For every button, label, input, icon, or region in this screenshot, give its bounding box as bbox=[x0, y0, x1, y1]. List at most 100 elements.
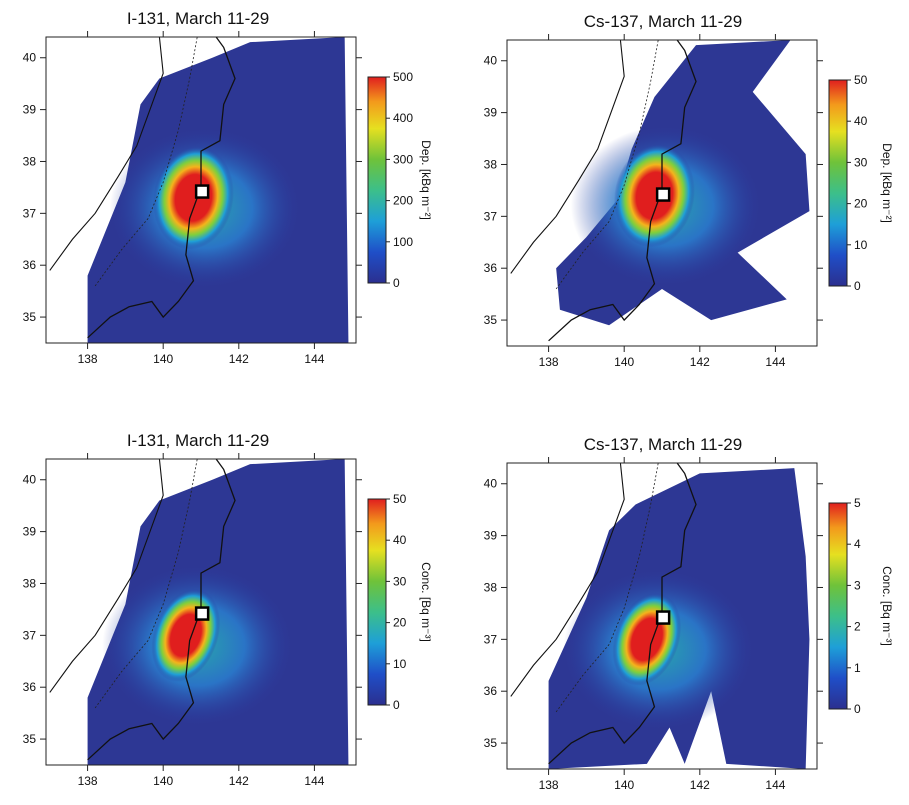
colorbar-tick-label: 200 bbox=[393, 194, 413, 208]
plume-core bbox=[614, 143, 695, 248]
source-marker bbox=[655, 187, 671, 202]
x-tick-label: 142 bbox=[690, 778, 710, 792]
x-tick-label: 140 bbox=[153, 352, 173, 366]
plot-frame bbox=[506, 39, 818, 347]
panel-i131-deposition: I-131, March 11-29 138 140 142 144 35 36 37 38 3… bbox=[23, 9, 433, 366]
y-tick-label: 35 bbox=[23, 310, 37, 324]
y-tick-label: 40 bbox=[23, 473, 37, 487]
colorbar-tick-label: 0 bbox=[393, 698, 400, 712]
plume-core bbox=[153, 146, 234, 250]
y-tick-label: 35 bbox=[23, 732, 37, 746]
colorbar bbox=[828, 502, 848, 710]
coastline bbox=[87, 36, 236, 339]
y-tick-label: 40 bbox=[484, 477, 498, 491]
x-tick-label: 140 bbox=[614, 355, 634, 369]
x-tick-label: 140 bbox=[153, 774, 173, 788]
plot-frame bbox=[45, 458, 357, 766]
y-tick-label: 36 bbox=[23, 680, 37, 694]
colorbar-tick-label: 300 bbox=[393, 152, 413, 166]
colorbar-tick-label: 20 bbox=[854, 197, 868, 211]
y-tick-label: 38 bbox=[484, 580, 498, 594]
panel-title: Cs-137, March 11-29 bbox=[584, 435, 742, 454]
x-tick-label: 144 bbox=[765, 355, 785, 369]
y-tick-label: 39 bbox=[23, 103, 37, 117]
prefecture-border bbox=[94, 36, 198, 287]
coastline-west bbox=[49, 36, 164, 271]
colorbar-tick-label: 1 bbox=[854, 661, 861, 675]
y-tick-label: 38 bbox=[484, 157, 498, 171]
colorbar-tick-label: 40 bbox=[854, 114, 868, 128]
colorbar-tick-label: 400 bbox=[393, 111, 413, 125]
panel-title: Cs-137, March 11-29 bbox=[584, 12, 742, 31]
plot-frame bbox=[45, 36, 357, 344]
panel-i131-concentration: I-131, March 11-29 138 140 142 144 35 36 37 38 3… bbox=[23, 431, 433, 788]
panel-cs137-deposition: Cs-137, March 11-29 138 140 142 144 35 36 37 38… bbox=[484, 12, 894, 369]
y-tick-label: 36 bbox=[484, 261, 498, 275]
colorbar-tick-label: 100 bbox=[393, 235, 413, 249]
colorbar-tick-label: 10 bbox=[854, 238, 868, 252]
colorbar-tick-label: 4 bbox=[854, 537, 861, 551]
y-tick-label: 35 bbox=[484, 313, 498, 327]
colorbar-tick-label: 30 bbox=[854, 155, 868, 169]
colorbar-label: Dep. [kBq m⁻²] bbox=[880, 143, 894, 223]
panel-title: I-131, March 11-29 bbox=[127, 9, 269, 28]
prefecture-border bbox=[94, 458, 198, 709]
y-tick-label: 39 bbox=[484, 529, 498, 543]
x-tick-label: 138 bbox=[539, 355, 559, 369]
colorbar-tick-label: 0 bbox=[854, 702, 861, 716]
x-tick-label: 142 bbox=[229, 352, 249, 366]
y-tick-label: 36 bbox=[23, 258, 37, 272]
y-tick-label: 39 bbox=[484, 106, 498, 120]
colorbar-tick-label: 0 bbox=[393, 276, 400, 290]
coastline-west bbox=[510, 39, 625, 274]
y-tick-label: 38 bbox=[23, 576, 37, 590]
source-marker bbox=[194, 606, 210, 621]
map-plot: 138 140 142 144 35 36 37 38 39 40 0 1 2 3 4 5 Conc. [Bq … bbox=[484, 457, 894, 792]
x-tick-label: 138 bbox=[78, 774, 98, 788]
colorbar-tick-label: 40 bbox=[393, 533, 407, 547]
colorbar-tick-label: 50 bbox=[854, 73, 868, 87]
y-tick-label: 38 bbox=[23, 154, 37, 168]
panel-cs137-concentration: Cs-137, March 11-29 138 140 142 14435363738… bbox=[484, 435, 894, 792]
colorbar-tick-label: 2 bbox=[854, 620, 861, 634]
colorbar-label: Conc. [Bq m⁻³] bbox=[419, 562, 433, 642]
prefecture-border bbox=[555, 39, 659, 290]
colorbar bbox=[828, 79, 848, 287]
source-marker bbox=[194, 184, 210, 199]
y-tick-label: 39 bbox=[23, 525, 37, 539]
colorbar-tick-label: 5 bbox=[854, 496, 861, 510]
y-tick-label: 35 bbox=[484, 736, 498, 750]
x-tick-label: 138 bbox=[78, 352, 98, 366]
x-tick-label: 138 bbox=[539, 778, 559, 792]
y-tick-label: 37 bbox=[484, 632, 498, 646]
colorbar bbox=[367, 76, 387, 284]
coastline-west bbox=[510, 462, 625, 697]
x-tick-label: 144 bbox=[304, 352, 324, 366]
colorbar-label: Conc. [Bq m⁻³] bbox=[880, 566, 894, 646]
map-plot: 138 140 142 1443536373839400100200300400500… bbox=[23, 31, 433, 366]
y-tick-label: 37 bbox=[23, 206, 37, 220]
x-tick-label: 142 bbox=[690, 355, 710, 369]
coastline-west bbox=[49, 458, 164, 693]
prefecture-border bbox=[555, 462, 659, 713]
x-tick-label: 144 bbox=[765, 778, 785, 792]
colorbar-tick-label: 500 bbox=[393, 70, 413, 84]
x-tick-label: 142 bbox=[229, 774, 249, 788]
y-tick-label: 37 bbox=[484, 209, 498, 223]
y-tick-label: 40 bbox=[23, 51, 37, 65]
x-tick-label: 144 bbox=[304, 774, 324, 788]
colorbar-tick-label: 3 bbox=[854, 578, 861, 592]
source-marker bbox=[655, 610, 671, 625]
y-tick-label: 36 bbox=[484, 684, 498, 698]
panel-title: I-131, March 11-29 bbox=[127, 431, 269, 450]
x-tick-label: 140 bbox=[614, 778, 634, 792]
map-plot: 138 140 142 144 35 36 37 38 39 40 0 10 20 30 40 50 Dep. … bbox=[484, 34, 894, 369]
colorbar-tick-label: 30 bbox=[393, 574, 407, 588]
coastline bbox=[87, 458, 236, 761]
colorbar-label: Dep. [kBq m⁻²] bbox=[419, 140, 433, 220]
colorbar-tick-label: 0 bbox=[854, 279, 861, 293]
plot-frame bbox=[506, 462, 818, 770]
colorbar bbox=[367, 498, 387, 706]
coastline bbox=[548, 462, 697, 765]
